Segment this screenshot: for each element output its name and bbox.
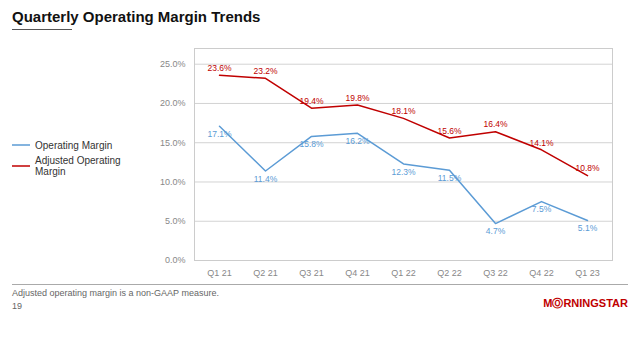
svg-text:11.5%: 11.5%: [438, 173, 462, 183]
svg-text:19.4%: 19.4%: [299, 96, 324, 106]
svg-text:Q4 21: Q4 21: [345, 268, 370, 278]
svg-text:Q1 21: Q1 21: [207, 268, 232, 278]
svg-text:23.2%: 23.2%: [253, 66, 278, 76]
svg-text:12.3%: 12.3%: [391, 167, 416, 177]
svg-text:5.1%: 5.1%: [578, 223, 598, 233]
svg-text:Q4 22: Q4 22: [529, 268, 554, 278]
svg-text:20.0%: 20.0%: [160, 98, 186, 108]
svg-text:10.8%: 10.8%: [575, 163, 600, 173]
svg-text:16.4%: 16.4%: [483, 119, 508, 129]
html-text:Adjusted operating margin is a: Adjusted operating margin is a non-GAAP …: [12, 288, 219, 298]
html-text:19: 19: [12, 301, 22, 311]
svg-text:Q1 22: Q1 22: [391, 268, 416, 278]
svg-text:Q1 23: Q1 23: [575, 268, 600, 278]
svg-text:7.5%: 7.5%: [532, 204, 552, 214]
svg-text:Q3 21: Q3 21: [299, 268, 324, 278]
svg-text:18.1%: 18.1%: [391, 106, 416, 116]
svg-text:25.0%: 25.0%: [160, 59, 186, 69]
svg-text:15.6%: 15.6%: [437, 126, 462, 136]
svg-text:0.0%: 0.0%: [165, 255, 186, 265]
svg-text:19.8%: 19.8%: [345, 93, 370, 103]
svg-text:Q2 21: Q2 21: [253, 268, 278, 278]
svg-text:17.1%: 17.1%: [207, 129, 232, 139]
html-text:Quarterly Operating Margin Tre: Quarterly Operating Margin Trends: [12, 8, 261, 25]
svg-text:15.8%: 15.8%: [299, 139, 324, 149]
svg-text:15.0%: 15.0%: [160, 138, 186, 148]
svg-text:16.2%: 16.2%: [345, 136, 370, 146]
svg-text:23.6%: 23.6%: [207, 63, 232, 73]
svg-text:14.1%: 14.1%: [529, 138, 554, 148]
svg-text:10.0%: 10.0%: [160, 177, 186, 187]
svg-text:Q2 22: Q2 22: [437, 268, 462, 278]
svg-text:5.0%: 5.0%: [165, 216, 186, 226]
svg-text:4.7%: 4.7%: [486, 226, 506, 236]
svg-text:11.4%: 11.4%: [254, 174, 278, 184]
svg-text:Q3 22: Q3 22: [483, 268, 508, 278]
html-text:Adjusted Operating Margin: Adjusted Operating Margin: [35, 154, 121, 177]
html-text:Operating Margin: Operating Margin: [35, 139, 113, 151]
html-text:MⓄRNINGSTAR: MⓄRNINGSTAR: [543, 297, 628, 309]
